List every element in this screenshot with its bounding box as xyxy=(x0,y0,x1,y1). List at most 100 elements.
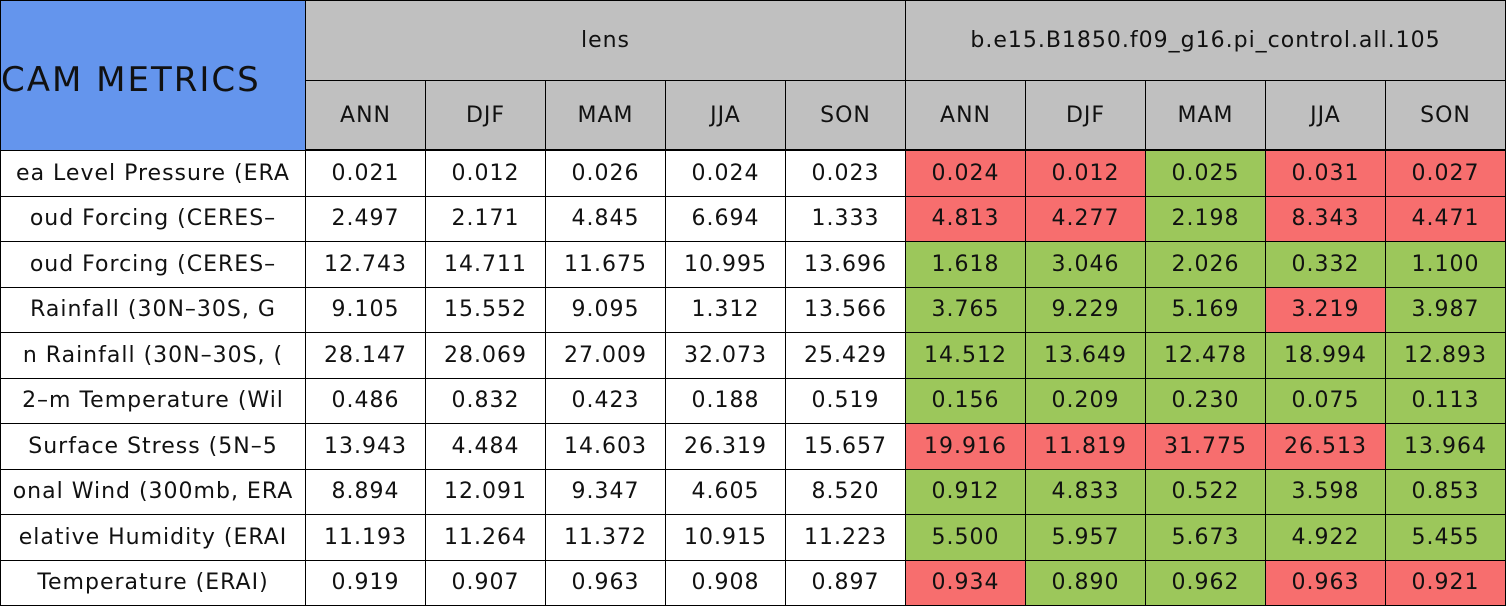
value-cell: 0.075 xyxy=(1265,377,1386,424)
value-cell: 10.915 xyxy=(665,514,786,561)
row-label: oud Forcing (CERES– xyxy=(0,195,306,242)
value-cell: 6.694 xyxy=(665,195,786,242)
value-cell: 4.813 xyxy=(905,195,1026,242)
value-cell: 13.566 xyxy=(785,286,906,333)
value-cell: 11.223 xyxy=(785,514,906,561)
value-cell: 31.775 xyxy=(1145,423,1266,470)
row-label: n Rainfall (30N–30S, ( xyxy=(0,332,306,379)
value-cell: 4.833 xyxy=(1025,468,1146,515)
value-cell: 1.333 xyxy=(785,195,906,242)
value-cell: 0.023 xyxy=(785,150,906,197)
value-cell: 5.673 xyxy=(1145,514,1266,561)
value-cell: 9.347 xyxy=(545,468,666,515)
value-cell: 2.497 xyxy=(305,195,426,242)
value-cell: 0.963 xyxy=(1265,559,1386,606)
value-cell: 12.893 xyxy=(1385,332,1506,379)
value-cell: 1.100 xyxy=(1385,241,1506,288)
value-cell: 0.188 xyxy=(665,377,786,424)
value-cell: 14.711 xyxy=(425,241,546,288)
value-cell: 2.171 xyxy=(425,195,546,242)
row-label: Temperature (ERAI) xyxy=(0,559,306,606)
value-cell: 0.853 xyxy=(1385,468,1506,515)
value-cell: 0.519 xyxy=(785,377,906,424)
value-cell: 0.012 xyxy=(425,150,546,197)
group-header: lens xyxy=(305,0,906,81)
season-header: JJA xyxy=(1265,80,1386,150)
row-label: elative Humidity (ERAI xyxy=(0,514,306,561)
value-cell: 8.343 xyxy=(1265,195,1386,242)
season-header: SON xyxy=(785,80,906,150)
value-cell: 0.921 xyxy=(1385,559,1506,606)
value-cell: 10.995 xyxy=(665,241,786,288)
value-cell: 3.598 xyxy=(1265,468,1386,515)
season-header: ANN xyxy=(905,80,1026,150)
value-cell: 4.471 xyxy=(1385,195,1506,242)
value-cell: 0.230 xyxy=(1145,377,1266,424)
value-cell: 15.657 xyxy=(785,423,906,470)
season-header: ANN xyxy=(305,80,426,150)
value-cell: 9.105 xyxy=(305,286,426,333)
row-label: Rainfall (30N–30S, G xyxy=(0,286,306,333)
value-cell: 4.605 xyxy=(665,468,786,515)
value-cell: 13.964 xyxy=(1385,423,1506,470)
value-cell: 5.500 xyxy=(905,514,1026,561)
value-cell: 0.890 xyxy=(1025,559,1146,606)
row-label: ea Level Pressure (ERA xyxy=(0,150,306,197)
value-cell: 4.277 xyxy=(1025,195,1146,242)
value-cell: 8.520 xyxy=(785,468,906,515)
value-cell: 0.113 xyxy=(1385,377,1506,424)
value-cell: 14.512 xyxy=(905,332,1026,379)
value-cell: 0.897 xyxy=(785,559,906,606)
value-cell: 12.478 xyxy=(1145,332,1266,379)
group-header: b.e15.B1850.f09_g16.pi_control.all.105 xyxy=(905,0,1506,81)
value-cell: 11.819 xyxy=(1025,423,1146,470)
value-cell: 4.845 xyxy=(545,195,666,242)
value-cell: 5.169 xyxy=(1145,286,1266,333)
value-cell: 0.024 xyxy=(665,150,786,197)
value-cell: 5.957 xyxy=(1025,514,1146,561)
value-cell: 5.455 xyxy=(1385,514,1506,561)
value-cell: 13.649 xyxy=(1025,332,1146,379)
value-cell: 3.046 xyxy=(1025,241,1146,288)
value-cell: 18.994 xyxy=(1265,332,1386,379)
value-cell: 11.193 xyxy=(305,514,426,561)
value-cell: 0.522 xyxy=(1145,468,1266,515)
value-cell: 0.908 xyxy=(665,559,786,606)
row-label: 2–m Temperature (Wil xyxy=(0,377,306,424)
value-cell: 0.024 xyxy=(905,150,1026,197)
value-cell: 9.095 xyxy=(545,286,666,333)
season-header: MAM xyxy=(1145,80,1266,150)
value-cell: 11.675 xyxy=(545,241,666,288)
value-cell: 25.429 xyxy=(785,332,906,379)
value-cell: 0.026 xyxy=(545,150,666,197)
value-cell: 26.513 xyxy=(1265,423,1386,470)
value-cell: 0.963 xyxy=(545,559,666,606)
value-cell: 11.372 xyxy=(545,514,666,561)
value-cell: 0.486 xyxy=(305,377,426,424)
row-label: oud Forcing (CERES– xyxy=(0,241,306,288)
value-cell: 11.264 xyxy=(425,514,546,561)
value-cell: 1.618 xyxy=(905,241,1026,288)
value-cell: 0.025 xyxy=(1145,150,1266,197)
value-cell: 0.919 xyxy=(305,559,426,606)
value-cell: 28.069 xyxy=(425,332,546,379)
value-cell: 4.922 xyxy=(1265,514,1386,561)
value-cell: 27.009 xyxy=(545,332,666,379)
season-header: JJA xyxy=(665,80,786,150)
value-cell: 3.765 xyxy=(905,286,1026,333)
row-label: onal Wind (300mb, ERA xyxy=(0,468,306,515)
value-cell: 0.907 xyxy=(425,559,546,606)
season-header: MAM xyxy=(545,80,666,150)
value-cell: 1.312 xyxy=(665,286,786,333)
value-cell: 12.091 xyxy=(425,468,546,515)
value-cell: 0.962 xyxy=(1145,559,1266,606)
value-cell: 19.916 xyxy=(905,423,1026,470)
value-cell: 28.147 xyxy=(305,332,426,379)
value-cell: 0.332 xyxy=(1265,241,1386,288)
season-header: DJF xyxy=(1025,80,1146,150)
value-cell: 3.987 xyxy=(1385,286,1506,333)
season-header: DJF xyxy=(425,80,546,150)
value-cell: 12.743 xyxy=(305,241,426,288)
title: CAM METRICS xyxy=(0,0,306,151)
